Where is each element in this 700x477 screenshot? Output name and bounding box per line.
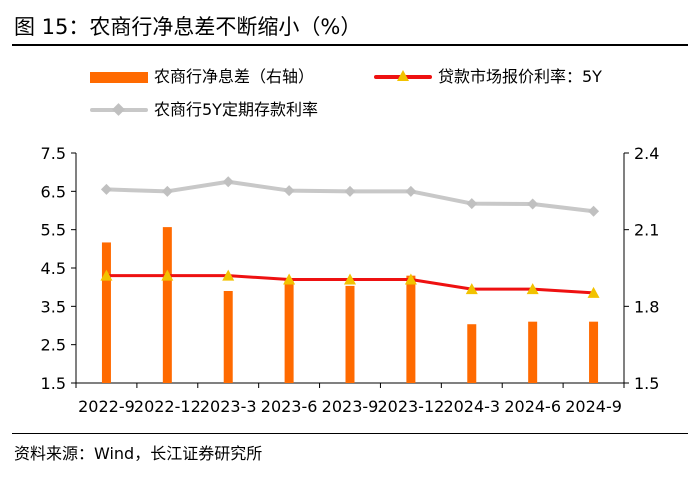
point-lpr-5y — [587, 286, 600, 298]
bar-net-interest-margin — [162, 227, 172, 383]
x-category-label: 2024-9 — [565, 397, 622, 416]
point-deposit-rate — [161, 185, 173, 197]
left-tick-label: 4.5 — [41, 259, 66, 278]
point-lpr-5y — [161, 269, 174, 281]
legend-item-deposit-rate: 农商行5Y定期存款利率 — [90, 100, 318, 120]
title-rule — [12, 44, 688, 46]
point-lpr-5y — [465, 283, 478, 295]
legend-bar-swatch — [90, 71, 148, 83]
bar-net-interest-margin — [345, 285, 355, 383]
legend-line-swatch-lpr — [374, 67, 432, 87]
x-category-label: 2023-12 — [377, 397, 444, 416]
legend-item-lpr: 贷款市场报价利率：5Y — [374, 67, 602, 87]
legend-line-swatch-deposit — [90, 100, 148, 120]
figure-title: 图 15：农商行净息差不断缩小（%） — [14, 15, 362, 39]
legend-label-lpr: 贷款市场报价利率：5Y — [438, 67, 602, 86]
triangle-marker-icon — [397, 70, 409, 81]
right-tick-label: 2.1 — [634, 221, 659, 240]
left-tick-label: 3.5 — [41, 297, 66, 316]
point-lpr-5y — [526, 283, 539, 295]
left-tick-label: 1.5 — [41, 374, 66, 393]
point-lpr-5y — [283, 273, 296, 285]
bar-net-interest-margin — [284, 278, 294, 383]
x-category-label: 2024-6 — [504, 397, 561, 416]
point-lpr-5y — [404, 273, 417, 285]
right-tick-label: 2.4 — [634, 144, 659, 163]
left-tick-label: 5.5 — [41, 221, 66, 240]
bar-net-interest-margin — [528, 321, 538, 383]
right-tick-label: 1.5 — [634, 374, 659, 393]
bar-net-interest-margin — [101, 242, 111, 383]
source-note: 资料来源：Wind，长江证券研究所 — [14, 444, 263, 463]
bar-net-interest-margin — [589, 321, 599, 383]
bar-net-interest-margin — [467, 324, 477, 383]
legend-label-deposit-rate: 农商行5Y定期存款利率 — [154, 100, 318, 119]
x-category-label: 2023-9 — [322, 397, 379, 416]
point-deposit-rate — [588, 205, 600, 217]
point-deposit-rate — [466, 198, 478, 210]
point-deposit-rate — [344, 185, 356, 197]
legend-item-net-interest-margin: 农商行净息差（右轴） — [90, 67, 314, 87]
x-category-label: 2022-9 — [78, 397, 135, 416]
point-lpr-5y — [100, 269, 113, 281]
point-lpr-5y — [222, 269, 235, 281]
x-category-label: 2023-6 — [261, 397, 318, 416]
source-rule — [12, 433, 688, 434]
x-category-label: 2022-12 — [134, 397, 201, 416]
point-deposit-rate — [222, 176, 234, 188]
left-tick-label: 6.5 — [41, 182, 66, 201]
x-category-label: 2024-3 — [443, 397, 500, 416]
left-tick-label: 2.5 — [41, 336, 66, 355]
point-lpr-5y — [344, 273, 356, 285]
point-deposit-rate — [527, 198, 539, 210]
point-deposit-rate — [283, 185, 295, 197]
bar-net-interest-margin — [223, 291, 233, 383]
left-tick-label: 7.5 — [41, 144, 66, 163]
bar-net-interest-margin — [406, 275, 416, 383]
right-tick-label: 1.8 — [634, 297, 659, 316]
point-deposit-rate — [100, 183, 112, 195]
legend-label-net-interest-margin: 农商行净息差（右轴） — [154, 67, 315, 86]
x-category-label: 2023-3 — [200, 397, 257, 416]
point-deposit-rate — [405, 185, 417, 197]
